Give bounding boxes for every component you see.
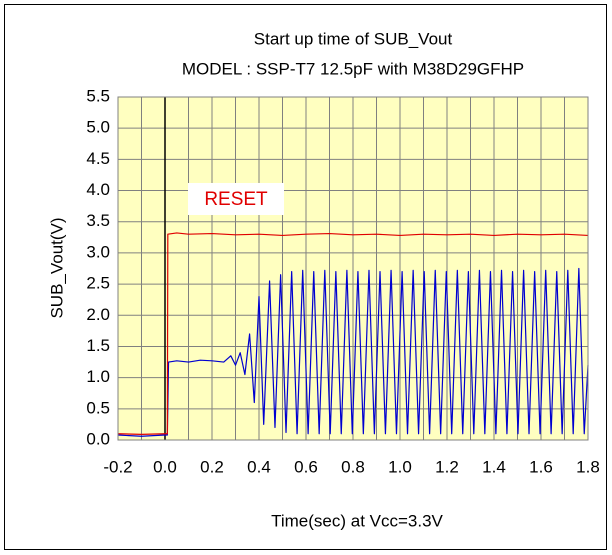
x-tick-label: 0.8	[341, 457, 365, 476]
y-tick-label: 4.0	[86, 180, 110, 199]
y-tick-label: 0.0	[86, 429, 110, 448]
y-tick-label: 5.5	[86, 86, 110, 105]
chart-title: Start up time of SUB_Vout	[254, 29, 453, 48]
y-tick-label: 3.5	[86, 211, 110, 230]
data-line	[117, 267, 589, 437]
annotation: RESET	[204, 189, 268, 210]
y-tick-label: 1.0	[86, 367, 110, 386]
y-tick-label: 2.0	[86, 305, 110, 324]
x-tick-label: 1.2	[435, 457, 459, 476]
x-tick-label: 1.6	[529, 457, 553, 476]
annotation-box	[188, 183, 284, 215]
x-tick-label: 1.0	[388, 457, 412, 476]
y-tick-label: 4.5	[86, 149, 110, 168]
y-tick-label: 2.5	[86, 274, 110, 293]
y-tick-label: 0.5	[86, 398, 110, 417]
data-line	[117, 232, 589, 435]
plot-border	[117, 96, 589, 441]
x-tick-label: 1.4	[482, 457, 506, 476]
plot-layer	[117, 96, 589, 441]
chart-subtitle: MODEL : SSP-T7 12.5pF with M38D29GFHP	[182, 59, 524, 78]
x-tick-label: 0.0	[153, 457, 177, 476]
x-axis-label: Time(sec) at Vcc=3.3V	[271, 511, 443, 530]
x-tick-label: 0.4	[247, 457, 271, 476]
y-tick-label: 3.0	[86, 242, 110, 261]
x-tick-label: 0.6	[294, 457, 318, 476]
x-tick-label: 0.2	[200, 457, 224, 476]
y-tick-label: 5.0	[86, 118, 110, 137]
x-tick-label: -0.2	[103, 457, 132, 476]
y-tick-label: 1.5	[86, 336, 110, 355]
y-axis-label: SUB_Vout(V)	[47, 217, 66, 318]
x-tick-label: 1.8	[576, 457, 600, 476]
